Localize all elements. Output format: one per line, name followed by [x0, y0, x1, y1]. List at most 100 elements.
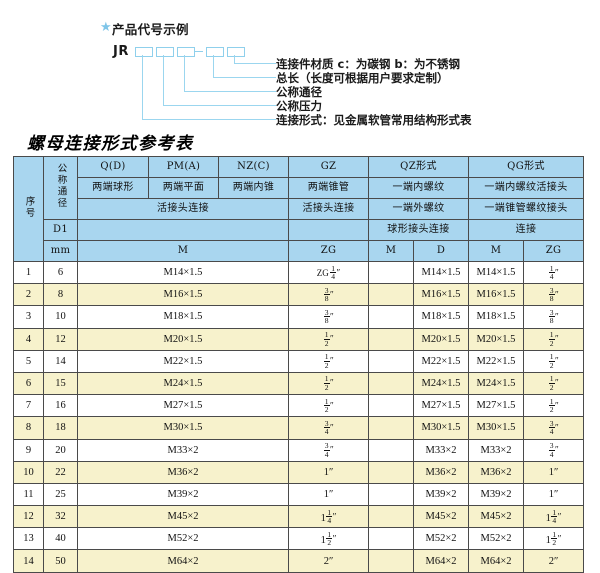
nut-connection-reference-table: 序号 公称通径 Q(D) PM(A) NZ(C) GZ QZ形式 QG形式 两端… [13, 156, 585, 573]
header-shape-pma: 两端平面 [148, 177, 219, 199]
cell-qg-m: M16×1.5 [468, 283, 524, 307]
cell-qg-zg: 1″ [522, 460, 585, 484]
cell-qz-m [368, 371, 414, 396]
callout-connection-type: 连接形式：见金属软管常用结构形式表 [276, 113, 472, 127]
leader-line-connection-vertical [142, 55, 143, 119]
leader-line-material-horizontal [234, 63, 276, 64]
cell-thread-m: M64×2 [77, 549, 289, 573]
cell-gz-zg: 1 1 4 ″ [288, 505, 369, 529]
cell-nominal-bore: 50 [43, 549, 78, 573]
cell-qg-m: M52×2 [468, 527, 524, 551]
header-joint-gz: 活接头连接 [288, 198, 369, 220]
header-col-index-label: 序号 [23, 195, 35, 219]
cell-nominal-bore: 6 [43, 260, 78, 285]
code-box-3 [177, 47, 195, 57]
header-shape-gz: 两端锥管 [288, 177, 369, 199]
cell-qz-d: M18×1.5 [413, 305, 469, 329]
header-row-units: mm M ZG M D M ZG [14, 240, 585, 262]
cell-nominal-bore: 20 [43, 438, 78, 462]
code-box-4 [206, 47, 224, 57]
cell-qg-m: M24×1.5 [468, 371, 524, 396]
header-joint-qg: 一端锥管螺纹接头 [467, 198, 585, 220]
cell-thread-m: M20×1.5 [77, 327, 289, 351]
header-unit-d-qz: D [413, 240, 469, 262]
cell-thread-m: M36×2 [77, 460, 289, 484]
table-title: 螺母连接形式参考表 [27, 134, 194, 154]
cell-gz-zg: ZG 1 4 ″ [288, 260, 369, 285]
cell-qz-m [368, 527, 414, 551]
header-shape-qz: 一端内螺纹 [368, 177, 469, 199]
callout-nominal-bore: 公称通径 [276, 85, 322, 99]
cell-qz-d: M14×1.5 [413, 260, 469, 285]
cell-qg-m: M20×1.5 [468, 327, 524, 351]
product-code-title: 产品代号示例 [112, 22, 189, 37]
header-unit-m-qz: M [368, 240, 414, 262]
table-row: 2 8 M16×1.5 3 8 ″ M16×1.5 M16×1.5 3 8 ″ [13, 283, 585, 307]
cell-index: 14 [13, 549, 44, 573]
cell-qz-m [368, 394, 414, 418]
cell-gz-zg: 1″ [288, 482, 369, 507]
cell-nominal-bore: 25 [43, 482, 78, 507]
leader-line-length-vertical [213, 55, 214, 77]
cell-index: 7 [13, 394, 44, 418]
cell-thread-m: M45×2 [77, 505, 289, 529]
cell-gz-zg: 1 1 2 ″ [288, 527, 369, 551]
cell-gz-zg: 3 4 ″ [288, 438, 369, 462]
header-shape-nzc: 两端内锥 [218, 177, 289, 199]
cell-qg-zg: 3 4 ″ [522, 416, 585, 440]
header-shape-qg: 一端内螺纹活接头 [467, 177, 585, 199]
cell-qz-m [368, 349, 414, 373]
cell-qg-zg: 1 4 ″ [522, 260, 585, 285]
leader-line-pressure-vertical [163, 55, 164, 105]
cell-index: 2 [13, 283, 44, 307]
cell-qz-m [368, 460, 414, 484]
cell-index: 3 [13, 305, 44, 329]
cell-qg-zg: 1 2 ″ [522, 349, 585, 373]
table-row: 13 40 M52×2 1 1 2 ″ M52×2 M52×2 1 1 2 ″ [13, 527, 585, 551]
product-code-prefix: JR [113, 44, 129, 59]
cell-nominal-bore: 15 [43, 371, 78, 396]
cell-qg-zg: 1 1 2 ″ [522, 527, 585, 551]
cell-gz-zg: 1″ [288, 460, 369, 484]
cell-qz-d: M45×2 [413, 505, 469, 529]
header-d1-blank-left [77, 219, 289, 241]
cell-qz-d: M27×1.5 [413, 394, 469, 418]
table-row: 4 12 M20×1.5 1 2 ″ M20×1.5 M20×1.5 1 2 ″ [13, 327, 585, 351]
cell-qg-m: M64×2 [468, 549, 524, 573]
cell-qg-zg: 1 2 ″ [522, 371, 585, 396]
cell-qg-m: M45×2 [468, 505, 524, 529]
cell-qg-zg: 1 2 ″ [522, 327, 585, 351]
cell-qz-d: M36×2 [413, 460, 469, 484]
cell-qz-m [368, 260, 414, 285]
cell-nominal-bore: 10 [43, 305, 78, 329]
cell-qz-m [368, 327, 414, 351]
product-code-diagram: ★ 产品代号示例 JR 连接件材质 c：为碳钢 b：为不锈钢 总长（长度可根据用… [0, 0, 600, 127]
cell-qg-zg: 3 4 ″ [522, 438, 585, 462]
header-col-bore-label: 公称通径 [55, 163, 67, 210]
header-shape-qd: 两端球形 [77, 177, 149, 199]
cell-thread-m: M22×1.5 [77, 349, 289, 373]
callout-material: 连接件材质 c：为碳钢 b：为不锈钢 [276, 57, 461, 71]
cell-qg-zg: 1″ [522, 482, 585, 507]
cell-nominal-bore: 14 [43, 349, 78, 373]
header-col-index: 序号 [13, 156, 44, 262]
star-icon: ★ [100, 19, 112, 34]
header-bore-unit: mm [43, 240, 78, 262]
cell-thread-m: M27×1.5 [77, 394, 289, 418]
cell-qg-zg: 3 8 ″ [522, 305, 585, 329]
cell-qg-zg: 1 1 4 ″ [522, 505, 585, 529]
cell-index: 5 [13, 349, 44, 373]
table-row: 10 22 M36×2 1″ M36×2 M36×2 1″ [13, 460, 585, 484]
cell-nominal-bore: 40 [43, 527, 78, 551]
cell-nominal-bore: 16 [43, 394, 78, 418]
cell-gz-zg: 2″ [288, 549, 369, 573]
cell-qg-m: M27×1.5 [468, 394, 524, 418]
cell-gz-zg: 1 2 ″ [288, 371, 369, 396]
cell-qg-zg: 2″ [522, 549, 585, 573]
callout-total-length: 总长（长度可根据用户要求定制） [276, 71, 449, 85]
cell-gz-zg: 1 2 ″ [288, 327, 369, 351]
cell-qz-d: M52×2 [413, 527, 469, 551]
header-row-joint: 活接头连接 活接头连接 一端外螺纹 一端锥管螺纹接头 [14, 198, 585, 220]
header-group-qz: QZ形式 [368, 156, 469, 178]
cell-qz-d: M64×2 [413, 549, 469, 573]
